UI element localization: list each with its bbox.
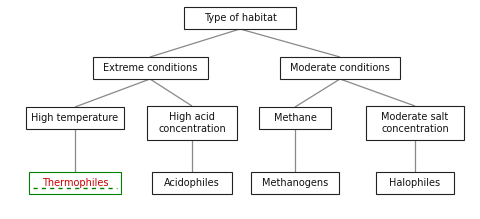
FancyBboxPatch shape [376,172,454,194]
Text: Halophiles: Halophiles [389,178,441,188]
Text: Methanogens: Methanogens [262,178,328,188]
FancyBboxPatch shape [251,172,339,194]
FancyBboxPatch shape [259,107,331,129]
Text: Extreme conditions: Extreme conditions [103,63,197,73]
FancyBboxPatch shape [147,106,237,140]
FancyBboxPatch shape [93,57,207,79]
Text: Acidophiles: Acidophiles [164,178,220,188]
Text: Moderate salt
concentration: Moderate salt concentration [381,112,449,134]
Text: Moderate conditions: Moderate conditions [290,63,390,73]
FancyBboxPatch shape [280,57,400,79]
Text: Type of habitat: Type of habitat [204,13,276,23]
FancyBboxPatch shape [184,7,296,29]
FancyBboxPatch shape [366,106,464,140]
Text: Thermophiles: Thermophiles [42,178,108,188]
Text: High acid
concentration: High acid concentration [158,112,226,134]
Text: High temperature: High temperature [31,113,119,123]
FancyBboxPatch shape [29,172,121,194]
FancyBboxPatch shape [152,172,232,194]
Text: Methane: Methane [274,113,316,123]
FancyBboxPatch shape [26,107,124,129]
